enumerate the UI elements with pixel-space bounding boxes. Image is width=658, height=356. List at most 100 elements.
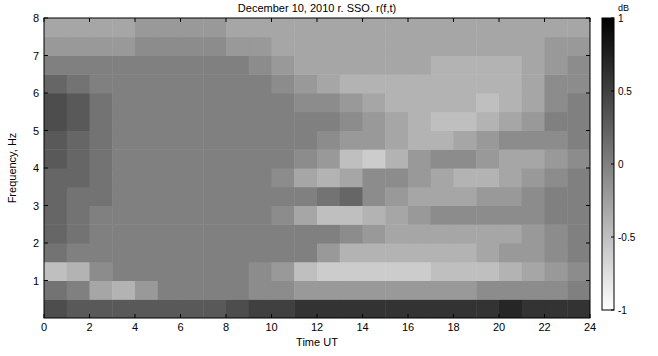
x-tick: [180, 18, 181, 22]
x-tick: [44, 314, 45, 318]
cell: [226, 262, 249, 281]
cell: [90, 224, 113, 243]
cell: [181, 262, 204, 281]
cell: [158, 74, 181, 93]
cell: [431, 18, 454, 37]
cell: [67, 93, 90, 112]
cell: [476, 262, 499, 281]
cell: [294, 262, 317, 281]
cell: [317, 187, 340, 206]
cell: [522, 206, 545, 225]
cell: [499, 243, 522, 262]
cell: [408, 262, 431, 281]
y-tick: [44, 55, 48, 56]
cell: [545, 168, 568, 187]
cell: [226, 168, 249, 187]
cell: [454, 281, 477, 300]
cell: [522, 131, 545, 150]
cell: [203, 262, 226, 281]
cell: [522, 56, 545, 75]
cell: [135, 281, 158, 300]
cell: [363, 281, 386, 300]
cell: [44, 56, 67, 75]
cell: [44, 243, 67, 262]
cell: [67, 18, 90, 37]
x-tick: [44, 18, 45, 22]
cell: [272, 281, 295, 300]
x-tick: [135, 18, 136, 22]
cell: [90, 206, 113, 225]
cell: [340, 37, 363, 56]
cell: [67, 224, 90, 243]
cell: [476, 149, 499, 168]
cell: [67, 168, 90, 187]
cell: [226, 299, 249, 318]
cell: [408, 56, 431, 75]
x-tick: [317, 314, 318, 318]
cell: [181, 37, 204, 56]
cell: [294, 74, 317, 93]
cell: [476, 187, 499, 206]
cell: [90, 299, 113, 318]
y-axis-title: Frequency, Hz: [6, 133, 18, 204]
cell: [431, 37, 454, 56]
cell: [294, 93, 317, 112]
cell: [181, 149, 204, 168]
cell: [363, 93, 386, 112]
cell: [158, 56, 181, 75]
cell: [454, 224, 477, 243]
cell: [385, 93, 408, 112]
cell: [90, 149, 113, 168]
cell: [476, 299, 499, 318]
cell: [135, 168, 158, 187]
cell: [408, 168, 431, 187]
x-tick-label: 0: [41, 321, 47, 333]
cell: [44, 262, 67, 281]
cell: [249, 168, 272, 187]
cell: [158, 243, 181, 262]
cell: [90, 37, 113, 56]
cell: [67, 243, 90, 262]
cell: [272, 37, 295, 56]
cell: [408, 299, 431, 318]
cell: [294, 243, 317, 262]
x-tick: [135, 314, 136, 318]
x-tick: [317, 18, 318, 22]
cell: [158, 168, 181, 187]
cell: [249, 18, 272, 37]
cell: [317, 37, 340, 56]
x-tick: [408, 18, 409, 22]
cell: [249, 299, 272, 318]
cell: [545, 112, 568, 131]
cell: [522, 299, 545, 318]
x-tick: [226, 314, 227, 318]
cell: [431, 56, 454, 75]
cell: [294, 224, 317, 243]
cell: [90, 112, 113, 131]
colorbar-tick-label: 1: [618, 13, 624, 24]
cell: [181, 131, 204, 150]
cell: [272, 74, 295, 93]
cell: [67, 131, 90, 150]
cell: [158, 262, 181, 281]
x-tick-label: 20: [493, 321, 505, 333]
x-tick-label: 4: [132, 321, 138, 333]
cell: [363, 74, 386, 93]
y-tick: [44, 18, 48, 19]
y-tick-label: 6: [33, 87, 39, 99]
cell: [181, 18, 204, 37]
cell: [112, 206, 135, 225]
cell: [294, 149, 317, 168]
cell: [522, 187, 545, 206]
cell: [158, 93, 181, 112]
cell: [545, 281, 568, 300]
colorbar-tick: [611, 310, 614, 311]
colorbar-tick-label: -0.5: [618, 232, 636, 243]
cell: [431, 243, 454, 262]
cell: [385, 149, 408, 168]
colorbar-tick-label: -1: [618, 305, 627, 316]
cell: [158, 112, 181, 131]
cell: [135, 224, 158, 243]
x-tick-label: 18: [447, 321, 459, 333]
cell: [363, 187, 386, 206]
